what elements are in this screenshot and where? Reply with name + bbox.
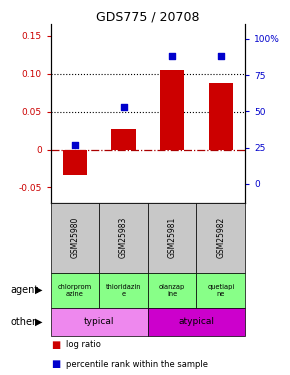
Bar [148,308,245,336]
Title: GDS775 / 20708: GDS775 / 20708 [96,10,200,23]
Point [218,53,223,59]
Bar [197,202,245,273]
Bar [160,70,184,150]
Text: thioridazin
e: thioridazin e [106,284,141,297]
Text: ▶: ▶ [35,317,43,327]
Text: other: other [10,317,36,327]
Bar [51,202,99,273]
Bar [148,273,196,308]
Text: agent: agent [10,285,38,295]
Bar [63,150,87,174]
Bar [99,273,148,308]
Text: olanzap
ine: olanzap ine [159,284,185,297]
Text: GSM25982: GSM25982 [216,217,225,258]
Text: ▶: ▶ [35,285,43,295]
Text: GSM25983: GSM25983 [119,217,128,258]
Bar [51,273,99,308]
Bar [148,202,196,273]
Point [73,142,77,148]
Text: percentile rank within the sample: percentile rank within the sample [66,360,208,369]
Text: GSM25980: GSM25980 [70,217,79,258]
Bar [51,308,148,336]
Text: ■: ■ [51,359,60,369]
Text: log ratio: log ratio [66,340,101,350]
Point [121,104,126,110]
Text: quetiapi
ne: quetiapi ne [207,284,234,297]
Bar [111,129,136,150]
Text: atypical: atypical [178,317,215,326]
Text: ■: ■ [51,340,60,350]
Bar [209,83,233,150]
Bar [197,273,245,308]
Text: GSM25981: GSM25981 [168,217,177,258]
Bar [99,202,148,273]
Text: chlorprom
azine: chlorprom azine [58,284,92,297]
Text: typical: typical [84,317,115,326]
Point [170,53,175,59]
